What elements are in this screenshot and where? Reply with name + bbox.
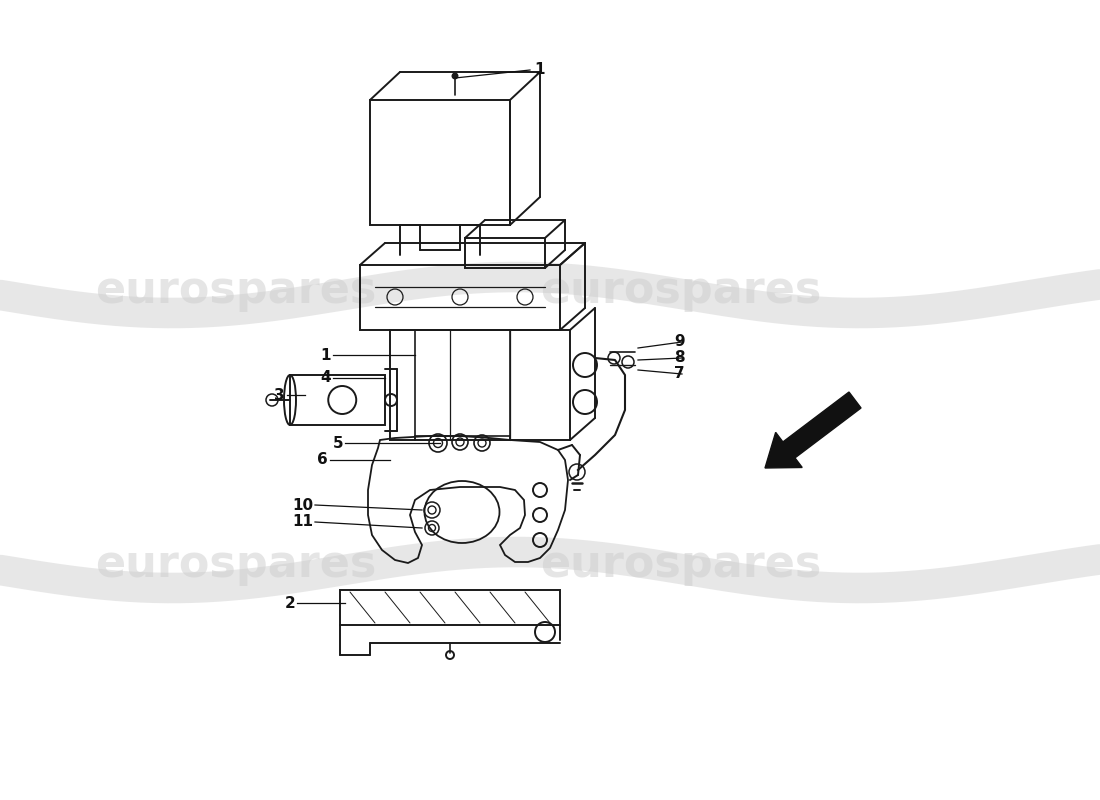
- Text: 4: 4: [320, 370, 331, 386]
- Bar: [390, 330, 570, 440]
- Text: 3: 3: [274, 387, 285, 402]
- Text: eurospares: eurospares: [540, 543, 822, 586]
- Text: 1: 1: [320, 347, 331, 362]
- Text: 9: 9: [674, 334, 685, 350]
- Bar: [340, 590, 560, 625]
- Polygon shape: [764, 392, 861, 468]
- Text: eurospares: eurospares: [540, 269, 822, 311]
- Bar: [290, 375, 385, 425]
- Circle shape: [452, 74, 458, 78]
- Text: 1: 1: [534, 62, 544, 78]
- Text: 10: 10: [292, 498, 313, 513]
- Text: 2: 2: [284, 595, 295, 610]
- Bar: [360, 265, 560, 330]
- Text: 8: 8: [674, 350, 685, 366]
- Text: 6: 6: [317, 453, 328, 467]
- Text: 7: 7: [674, 366, 685, 382]
- Text: eurospares: eurospares: [95, 543, 376, 586]
- Bar: [465, 238, 544, 268]
- Text: 11: 11: [292, 514, 313, 530]
- Bar: [370, 100, 510, 225]
- Text: eurospares: eurospares: [95, 269, 376, 311]
- Text: 5: 5: [332, 435, 343, 450]
